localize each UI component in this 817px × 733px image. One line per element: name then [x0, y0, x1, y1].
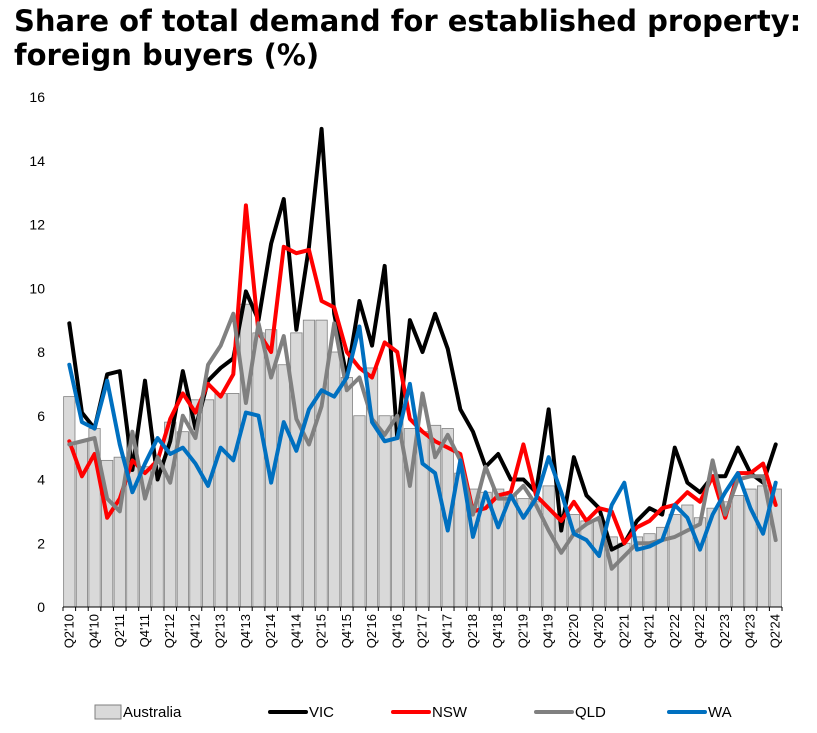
- legend-swatch-australia: [94, 704, 122, 720]
- y-tick-label: 0: [37, 599, 45, 615]
- line-series: [67, 126, 778, 571]
- y-tick-label: 12: [29, 217, 45, 233]
- y-tick-label: 6: [37, 408, 45, 424]
- x-tick-label: Q4'18: [490, 614, 505, 648]
- bar-australia-Q4'14: [290, 332, 303, 608]
- x-tick-label: Q2'23: [717, 614, 732, 648]
- bar-australia-Q1'16: [353, 415, 366, 608]
- x-tick-label: Q4'17: [440, 614, 455, 648]
- bar-australia-Q2'22: [668, 514, 681, 608]
- title-line-1: Share of total demand for established pr…: [14, 4, 802, 38]
- x-tick-label: Q4'20: [591, 614, 606, 648]
- bar-australia-Q3'16: [378, 415, 391, 608]
- bar-australia-Q4'15: [340, 377, 353, 608]
- bar-series-australia: [63, 303, 782, 608]
- legend-label-qld: QLD: [575, 704, 606, 721]
- legend-label-wa: WA: [708, 704, 732, 721]
- y-tick-label: 4: [37, 472, 45, 488]
- x-tick-label: Q2'17: [415, 614, 430, 648]
- title-line-2: foreign buyers (%): [14, 38, 320, 72]
- x-tick-label: Q2'13: [213, 614, 228, 648]
- bar-australia-Q1'14: [252, 332, 265, 608]
- x-tick-label: Q2'14: [263, 614, 278, 648]
- x-tick-label: Q4'23: [742, 614, 757, 648]
- x-tick-label: Q4'22: [692, 614, 707, 648]
- bar-australia-Q3'23: [731, 495, 744, 608]
- x-tick-label: Q4'15: [339, 614, 354, 648]
- y-tick-label: 2: [37, 535, 45, 551]
- x-tick-label: Q4'21: [642, 614, 657, 648]
- x-tick-label: Q2'22: [667, 614, 682, 648]
- y-tick-label: 16: [29, 89, 45, 105]
- axes: 0 2 4 6 8 10 12 14 16 Q2'10 Q4'10 Q2'11 Q4'11 Q2'12 Q4…: [29, 89, 782, 648]
- bar-australia-Q3'14: [277, 364, 290, 608]
- x-tick-label: Q4'11: [137, 614, 152, 647]
- bar-australia-Q1'12: [151, 463, 164, 608]
- x-tick-label: Q4'10: [87, 614, 102, 648]
- bar-australia-Q3'19: [529, 501, 543, 608]
- bar-australia-Q2'15: [315, 319, 328, 608]
- bar-australia-Q1'19: [504, 495, 517, 608]
- legend-label-vic: VIC: [309, 704, 334, 721]
- bar-australia-Q4'22: [693, 517, 707, 608]
- bar-australia-Q3'12: [176, 431, 189, 608]
- x-tick-label: Q4'13: [238, 614, 253, 648]
- x-tick-label: Q2'18: [465, 614, 480, 648]
- bar-australia-Q1'13: [201, 399, 215, 608]
- y-tick-label: 14: [29, 153, 45, 169]
- chart-title: Share of total demand for established pr…: [14, 4, 814, 72]
- bar-australia-Q4'18: [492, 488, 505, 608]
- legend: Australia VIC NSW QLD WA: [94, 704, 732, 721]
- bar-australia-Q1'15: [302, 319, 316, 608]
- x-tick-label: Q2'19: [515, 614, 530, 648]
- x-tick-label: Q2'21: [616, 614, 631, 648]
- x-tick-label: Q4'19: [541, 614, 556, 648]
- legend-label-nsw: NSW: [432, 704, 468, 721]
- x-tick-label: Q4'16: [389, 614, 404, 648]
- x-tick-label: Q2'12: [162, 614, 177, 648]
- x-tick-label: Q2'10: [61, 614, 76, 648]
- y-tick-label: 10: [29, 280, 45, 296]
- line-nsw: [67, 203, 778, 546]
- x-tick-label: Q2'11: [112, 614, 127, 647]
- x-tick-label: Q4'12: [187, 614, 202, 648]
- bar-australia-Q2'10: [63, 396, 76, 608]
- bar-australia-Q3'20: [580, 520, 593, 608]
- y-tick-label: 8: [37, 344, 45, 360]
- x-tick-label: Q4'14: [288, 614, 303, 648]
- x-tick-label: Q2'20: [566, 614, 581, 648]
- x-tick-label: Q2'24: [768, 614, 783, 648]
- x-tick-label: Q2'15: [314, 614, 329, 648]
- line-wa: [67, 324, 778, 558]
- bar-australia-Q2'13: [214, 393, 227, 608]
- bar-australia-Q4'13: [239, 303, 252, 608]
- bar-australia-Q3'13: [227, 393, 240, 608]
- legend-label-australia: Australia: [123, 704, 182, 721]
- x-tick-label: Q2'16: [364, 614, 379, 648]
